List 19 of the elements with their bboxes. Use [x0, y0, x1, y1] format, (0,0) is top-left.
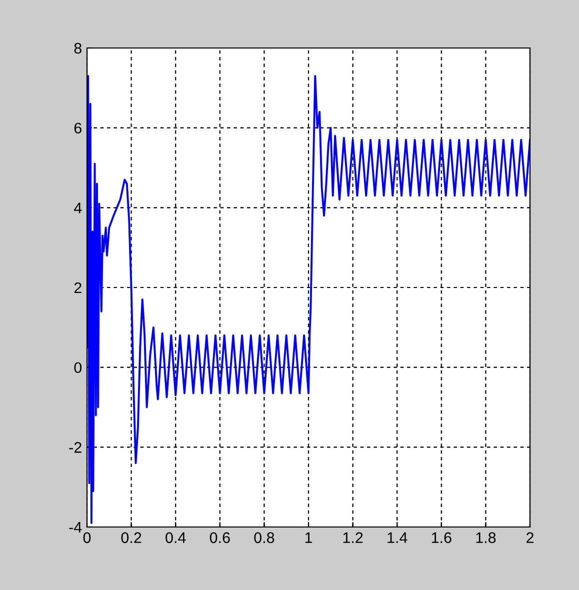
y-tick-label: 6 [74, 122, 82, 134]
y-tick-label: 4 [74, 202, 82, 214]
x-tick-label: 1.8 [476, 532, 496, 544]
x-tick-label: 0 [83, 532, 91, 544]
y-tick-label: 0 [74, 362, 82, 374]
line-series [87, 74, 530, 524]
x-tick-label: 1.2 [343, 532, 363, 543]
y-tick-label: 8 [74, 42, 82, 54]
x-tick-label: 0.4 [166, 532, 186, 544]
y-tick-label: -2 [69, 442, 82, 453]
x-tick-label: 0.8 [254, 532, 274, 544]
y-tick-label: -4 [69, 522, 82, 533]
x-tick-label: 1 [305, 532, 312, 543]
x-tick-label: 2 [526, 532, 534, 543]
x-tick-label: 0.2 [121, 532, 142, 544]
y-tick-label: 2 [74, 282, 82, 294]
x-tick-label: 1.4 [388, 532, 408, 543]
x-tick-label: 0.6 [210, 532, 230, 544]
x-tick-label: 1.6 [432, 532, 452, 544]
